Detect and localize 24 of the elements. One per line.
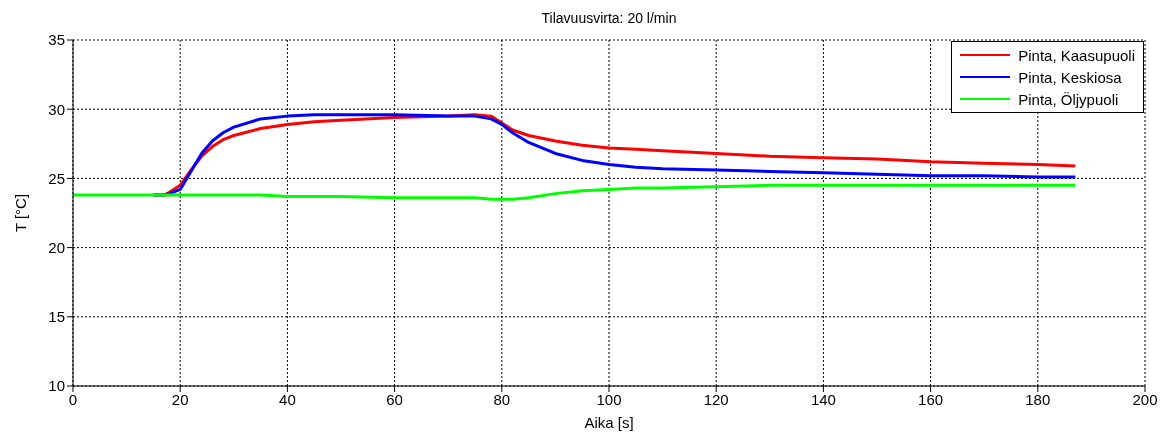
x-tick-label: 100	[596, 390, 622, 408]
y-tick-label: 15	[48, 308, 65, 326]
x-tick-label: 160	[918, 390, 944, 408]
legend-label: Pinta, Keskiosa	[1018, 68, 1122, 86]
y-tick-label: 25	[48, 169, 65, 187]
x-tick-label: 180	[1025, 390, 1051, 408]
x-tick-label: 40	[279, 390, 296, 408]
y-axis-title: T [°C]	[12, 193, 30, 233]
x-tick-label: 80	[493, 390, 511, 408]
x-tick-label: 120	[703, 390, 729, 408]
chart-title: Tilavuusvirta: 20 l/min	[540, 10, 678, 26]
x-tick-label: 60	[386, 390, 403, 408]
y-tick-label: 20	[48, 238, 65, 256]
legend-label: Pinta, Öljypuoli	[1018, 90, 1119, 108]
y-tick-label: 30	[48, 100, 65, 118]
x-axis-title: Aika [s]	[584, 414, 634, 431]
line-series	[73, 183, 1077, 201]
x-tick-label: 200	[1132, 390, 1158, 408]
x-tick-label: 0	[68, 390, 78, 408]
x-tick-label: 20	[171, 390, 189, 408]
legend-label: Pinta, Kaasupuoli	[1018, 46, 1135, 64]
y-tick-label: 35	[48, 31, 65, 49]
y-tick-label: 10	[48, 377, 65, 395]
x-tick-label: 140	[810, 390, 836, 408]
